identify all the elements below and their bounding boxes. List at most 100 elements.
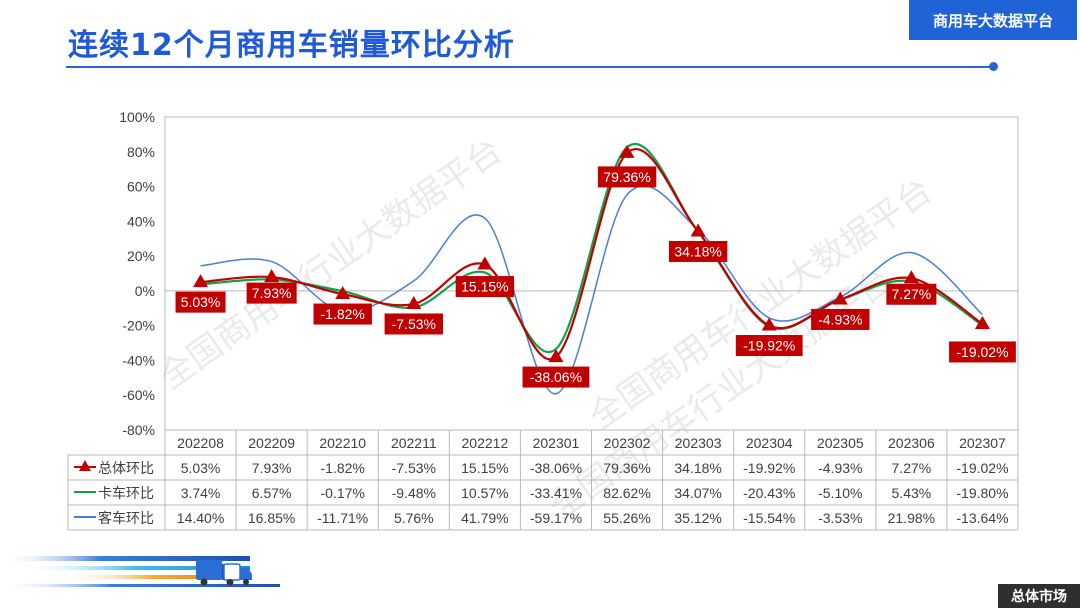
table-cell: -20.43% xyxy=(743,485,795,501)
table-cell: 10.57% xyxy=(461,485,508,501)
page-title: 连续12个月商用车销量环比分析 xyxy=(68,28,515,63)
data-label-text: 7.93% xyxy=(252,285,292,301)
x-category-label: 202208 xyxy=(177,435,224,451)
x-category-label: 202307 xyxy=(959,435,1006,451)
table-cell: -13.64% xyxy=(956,510,1008,526)
table-cell: 5.03% xyxy=(181,460,221,476)
data-label-box xyxy=(735,335,803,357)
data-label: -1.82% xyxy=(313,303,372,325)
data-label-text: -1.82% xyxy=(321,306,365,322)
watermark-text: 全国商用车行业大数据平台 xyxy=(583,171,939,436)
data-label: -7.53% xyxy=(384,313,443,335)
y-tick-label: 40% xyxy=(127,213,155,229)
data-label: 7.93% xyxy=(246,282,297,304)
section-tag: 总体市场 xyxy=(998,584,1080,608)
table-cell: -15.54% xyxy=(743,510,795,526)
total-marker-triangle xyxy=(690,223,706,237)
table-cell: 7.27% xyxy=(892,460,932,476)
table-cell: -0.17% xyxy=(321,485,365,501)
table-cell: 35.12% xyxy=(674,510,721,526)
data-label-box xyxy=(175,291,226,313)
table-cell: -3.53% xyxy=(818,510,862,526)
data-label-box xyxy=(886,283,937,305)
table-cell: -5.10% xyxy=(818,485,862,501)
table-cell: 6.57% xyxy=(252,485,292,501)
table-cell: 3.74% xyxy=(181,485,221,501)
data-label-box xyxy=(811,308,870,330)
y-tick-label: 100% xyxy=(119,109,155,125)
data-label-text: 79.36% xyxy=(603,169,650,185)
y-tick-label: -60% xyxy=(122,387,155,403)
y-tick-label: 20% xyxy=(127,248,155,264)
total-marker-triangle xyxy=(903,270,919,284)
legend-series-name: 卡车环比 xyxy=(98,485,154,501)
x-category-label: 202301 xyxy=(533,435,580,451)
data-label-box xyxy=(455,276,515,298)
table-cell: 34.18% xyxy=(674,460,721,476)
table-cell: 15.15% xyxy=(461,460,508,476)
title-underline xyxy=(66,66,994,68)
x-category-label: 202306 xyxy=(888,435,935,451)
x-category-label: 202302 xyxy=(604,435,651,451)
table-cell: 34.07% xyxy=(674,485,721,501)
truck-illustration-icon xyxy=(0,556,280,587)
table-cell: -33.41% xyxy=(530,485,582,501)
table-cell: -1.82% xyxy=(321,460,365,476)
total-marker-triangle xyxy=(832,291,848,305)
y-axis: 100% 80% 60% 40% 20% 0% -20% -40% -60% -80% xyxy=(119,109,155,438)
data-label: 5.03% xyxy=(175,291,226,313)
series-markers xyxy=(193,144,990,363)
data-label-text: -38.06% xyxy=(530,369,582,385)
data-label-text: -4.93% xyxy=(818,311,862,327)
y-tick-label: -80% xyxy=(122,422,155,438)
data-label-box xyxy=(246,282,297,304)
data-label: 15.15% xyxy=(455,276,515,298)
data-label-box xyxy=(949,341,1016,363)
data-label: 79.36% xyxy=(597,166,657,188)
total-marker-triangle xyxy=(974,315,990,329)
x-category-label: 202209 xyxy=(248,435,295,451)
legend-series-name: 客车环比 xyxy=(98,510,154,526)
total-marker-triangle xyxy=(264,269,280,283)
data-label-text: 7.27% xyxy=(892,286,932,302)
x-category-label: 202210 xyxy=(319,435,366,451)
table-cell: -19.02% xyxy=(956,460,1008,476)
data-label-text: 34.18% xyxy=(674,243,721,259)
y-tick-label: 80% xyxy=(127,144,155,160)
data-label-box xyxy=(384,313,443,335)
data-label-box xyxy=(668,240,728,262)
x-category-label: 202212 xyxy=(462,435,509,451)
data-label-text: -7.53% xyxy=(392,316,436,332)
total-marker-triangle xyxy=(548,349,564,363)
table-cell: 16.85% xyxy=(248,510,295,526)
y-tick-label: 0% xyxy=(135,283,155,299)
table-cell: 55.26% xyxy=(603,510,650,526)
data-label: -19.02% xyxy=(949,341,1016,363)
data-label-text: 15.15% xyxy=(461,279,508,295)
total-marker-triangle xyxy=(335,286,351,300)
table-cell: 41.79% xyxy=(461,510,508,526)
brand-badge: 商用车大数据平台 xyxy=(909,0,1077,40)
total-marker-triangle xyxy=(477,256,493,270)
table-cell: 21.98% xyxy=(888,510,935,526)
table-cell: 14.40% xyxy=(177,510,224,526)
y-tick-label: -20% xyxy=(122,318,155,334)
total-marker-triangle xyxy=(193,274,209,288)
x-category-label: 202305 xyxy=(817,435,864,451)
data-label: 34.18% xyxy=(668,240,728,262)
watermark-text: 全国商用车行业大数据平台 xyxy=(153,131,509,396)
x-category-label: 202303 xyxy=(675,435,722,451)
table-cell: 5.43% xyxy=(892,485,932,501)
y-tick-label: -40% xyxy=(122,352,155,368)
data-label: -38.06% xyxy=(522,366,590,388)
table-cell: 7.93% xyxy=(252,460,292,476)
total-marker-triangle xyxy=(761,317,777,331)
data-table: 202208 202209 202210 202211 202212 202301 2023… xyxy=(67,429,1019,531)
table-cell: -11.71% xyxy=(317,510,368,526)
data-label: 7.27% xyxy=(886,283,937,305)
data-label-box xyxy=(597,166,657,188)
y-tick-label: 60% xyxy=(127,179,155,195)
table-cell: -7.53% xyxy=(392,460,436,476)
table-cell: 5.76% xyxy=(394,510,434,526)
